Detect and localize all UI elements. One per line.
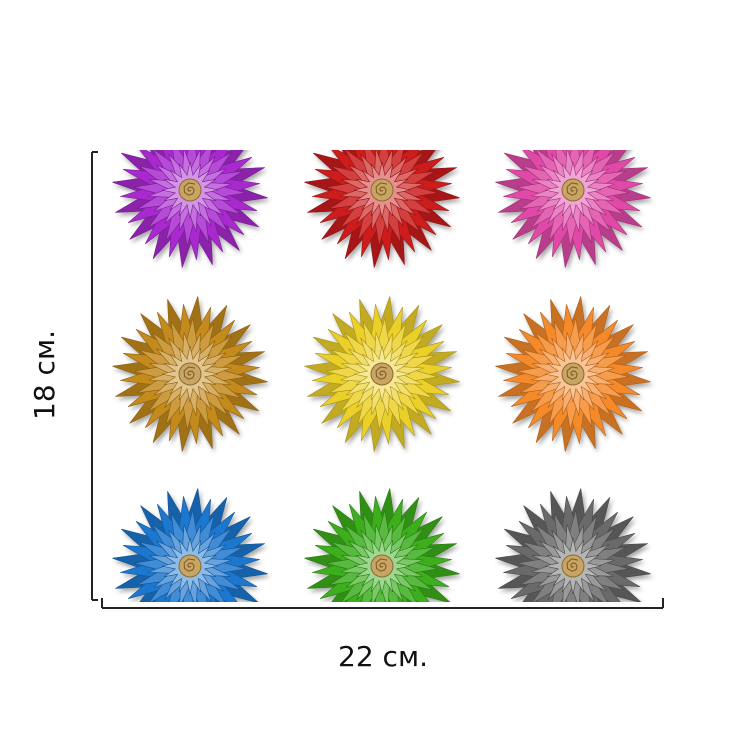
- flower-sticker: [304, 150, 460, 268]
- center-spiral: [183, 366, 196, 380]
- flower-sticker: [112, 296, 268, 452]
- height-label: 18 см.: [28, 330, 61, 420]
- center-spiral: [183, 558, 196, 572]
- center-spiral: [375, 366, 388, 380]
- width-label: 22 см.: [338, 640, 428, 673]
- sticker-sheet: [112, 150, 651, 602]
- flower-sticker: [495, 150, 651, 268]
- flower-sticker: [495, 488, 651, 602]
- flower-sticker: [304, 296, 460, 452]
- center-spiral: [183, 182, 196, 196]
- flower-sticker: [112, 488, 268, 602]
- center-spiral: [566, 558, 579, 572]
- flower-sticker: [304, 488, 460, 602]
- height-bracket: [91, 151, 98, 601]
- flower-sticker: [495, 296, 651, 452]
- flower-sticker: [112, 150, 268, 268]
- center-spiral: [566, 366, 579, 380]
- center-spiral: [566, 182, 579, 196]
- center-spiral: [375, 558, 388, 572]
- center-spiral: [375, 182, 388, 196]
- width-bracket: [101, 598, 664, 609]
